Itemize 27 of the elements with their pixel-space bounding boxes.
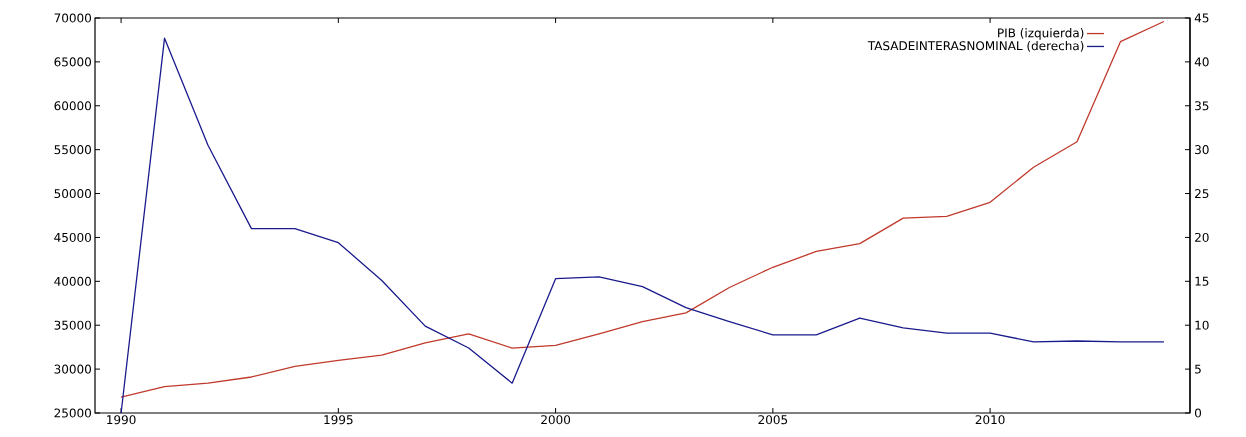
y2-tick-label: 20 bbox=[1195, 232, 1209, 242]
x-tick-label: 2010 bbox=[975, 415, 1005, 425]
y-tick-label: 40000 bbox=[54, 276, 92, 286]
y2-tick-label: 15 bbox=[1195, 276, 1209, 286]
x-tick-label: 2000 bbox=[541, 415, 571, 425]
y2-tick-label: 25 bbox=[1195, 189, 1209, 199]
y-tick-label: 65000 bbox=[54, 57, 92, 67]
y2-tick-label: 10 bbox=[1195, 320, 1209, 330]
x-tick-label: 1990 bbox=[107, 415, 136, 425]
x-tick-label: 2005 bbox=[758, 415, 788, 425]
legend-label: PIB (izquierda) bbox=[998, 28, 1084, 40]
y-tick-label: 70000 bbox=[54, 13, 92, 23]
y2-tick-label: 5 bbox=[1195, 364, 1201, 374]
y2-tick-label: 30 bbox=[1195, 145, 1209, 155]
y-tick-label: 50000 bbox=[54, 189, 92, 199]
y-tick-label: 55000 bbox=[54, 145, 92, 155]
y2-tick-label: 40 bbox=[1194, 57, 1209, 67]
y2-tick-label: 45 bbox=[1194, 13, 1209, 23]
legend-label: TASADEINTERASNOMINAL (derecha) bbox=[867, 40, 1084, 52]
y-tick-label: 30000 bbox=[54, 364, 92, 374]
y2-tick-label: 0 bbox=[1194, 408, 1202, 418]
y-tick-label: 25000 bbox=[54, 408, 92, 418]
y-tick-label: 35000 bbox=[54, 320, 92, 330]
y-tick-label: 60000 bbox=[54, 101, 92, 111]
y-tick-label: 45000 bbox=[54, 232, 92, 242]
y2-tick-label: 35 bbox=[1195, 101, 1209, 111]
x-tick-label: 1995 bbox=[324, 415, 353, 425]
